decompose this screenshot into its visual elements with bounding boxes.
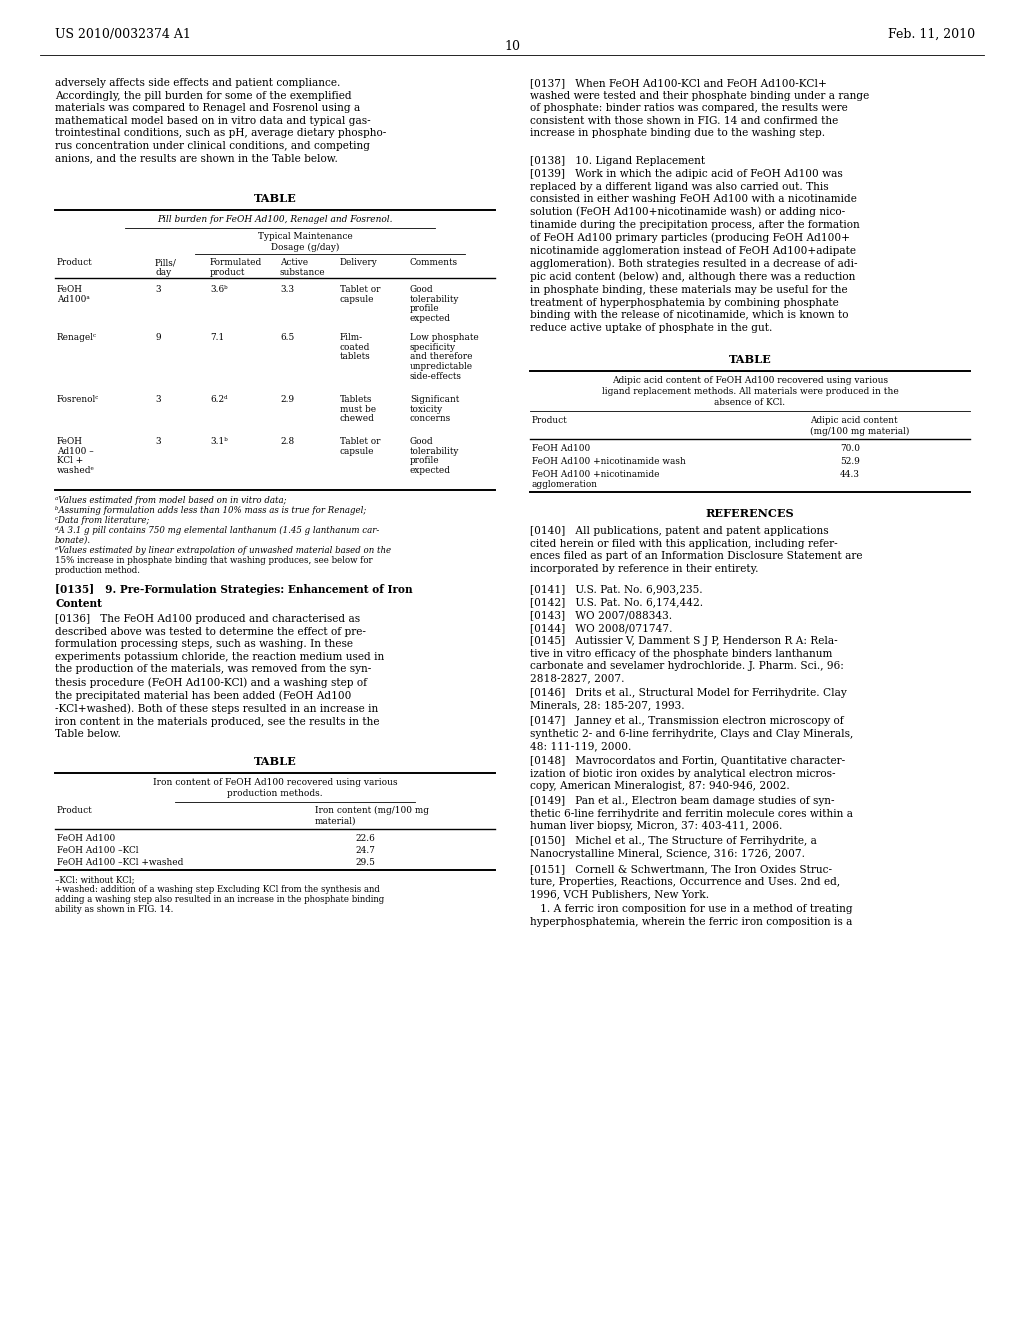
Text: TABLE: TABLE bbox=[254, 756, 296, 767]
Text: Tablet or
capsule: Tablet or capsule bbox=[340, 285, 381, 304]
Text: ᶜData from literature;: ᶜData from literature; bbox=[55, 516, 150, 525]
Text: adversely affects side effects and patient compliance.
Accordingly, the pill bur: adversely affects side effects and patie… bbox=[55, 78, 386, 164]
Text: 9: 9 bbox=[155, 333, 161, 342]
Text: Product: Product bbox=[57, 807, 92, 814]
Text: –KCl: without KCl;: –KCl: without KCl; bbox=[55, 875, 134, 884]
Text: Renagelᶜ: Renagelᶜ bbox=[57, 333, 97, 342]
Text: 3: 3 bbox=[155, 437, 161, 446]
Text: [0146]   Drits et al., Structural Model for Ferrihydrite. Clay
Minerals, 28: 185: [0146] Drits et al., Structural Model fo… bbox=[530, 688, 847, 710]
Text: 3: 3 bbox=[155, 285, 161, 294]
Text: [0149]   Pan et al., Electron beam damage studies of syn-
thetic 6-line ferrihyd: [0149] Pan et al., Electron beam damage … bbox=[530, 796, 853, 832]
Text: 3.6ᵇ: 3.6ᵇ bbox=[210, 285, 227, 294]
Text: 2.9: 2.9 bbox=[280, 395, 294, 404]
Text: [0150]   Michel et al., The Structure of Ferrihydrite, a
Nanocrystalline Mineral: [0150] Michel et al., The Structure of F… bbox=[530, 836, 817, 858]
Text: [0143]   WO 2007/088343.: [0143] WO 2007/088343. bbox=[530, 610, 672, 620]
Text: [0147]   Janney et al., Transmission electron microscopy of
synthetic 2- and 6-l: [0147] Janney et al., Transmission elect… bbox=[530, 715, 853, 751]
Text: ᵉValues estimated by linear extrapolation of unwashed material based on the: ᵉValues estimated by linear extrapolatio… bbox=[55, 546, 391, 554]
Text: FeOH Ad100: FeOH Ad100 bbox=[532, 444, 590, 453]
Text: 22.6: 22.6 bbox=[355, 834, 375, 843]
Text: ability as shown in FIG. 14.: ability as shown in FIG. 14. bbox=[55, 906, 173, 913]
Text: [0139]   Work in which the adipic acid of FeOH Ad100 was
replaced by a different: [0139] Work in which the adipic acid of … bbox=[530, 169, 860, 333]
Text: FeOH
Ad100 –
KCl +
washedᵉ: FeOH Ad100 – KCl + washedᵉ bbox=[57, 437, 95, 475]
Text: US 2010/0032374 A1: US 2010/0032374 A1 bbox=[55, 28, 190, 41]
Text: Dosage (g/day): Dosage (g/day) bbox=[270, 243, 339, 252]
Text: FeOH Ad100 –KCl +washed: FeOH Ad100 –KCl +washed bbox=[57, 858, 183, 867]
Text: 10: 10 bbox=[504, 40, 520, 53]
Text: 15% increase in phosphate binding that washing produces, see below for: 15% increase in phosphate binding that w… bbox=[55, 556, 373, 565]
Text: ligand replacement methods. All materials were produced in the: ligand replacement methods. All material… bbox=[602, 387, 898, 396]
Text: Delivery: Delivery bbox=[340, 257, 378, 267]
Text: [0140]   All publications, patent and patent applications
cited herein or filed : [0140] All publications, patent and pate… bbox=[530, 525, 862, 574]
Text: FeOH Ad100 –KCl: FeOH Ad100 –KCl bbox=[57, 846, 138, 855]
Text: 6.2ᵈ: 6.2ᵈ bbox=[210, 395, 227, 404]
Text: Feb. 11, 2010: Feb. 11, 2010 bbox=[888, 28, 975, 41]
Text: Good
tolerability
profile
expected: Good tolerability profile expected bbox=[410, 437, 460, 475]
Text: Iron content of FeOH Ad100 recovered using various: Iron content of FeOH Ad100 recovered usi… bbox=[153, 777, 397, 787]
Text: absence of KCl.: absence of KCl. bbox=[715, 399, 785, 407]
Text: Product: Product bbox=[532, 416, 567, 425]
Text: FeOH Ad100: FeOH Ad100 bbox=[57, 834, 116, 843]
Text: ᵇAssuming formulation adds less than 10% mass as is true for Renagel;: ᵇAssuming formulation adds less than 10%… bbox=[55, 506, 367, 515]
Text: 24.7: 24.7 bbox=[355, 846, 375, 855]
Text: [0138]   10. Ligand Replacement: [0138] 10. Ligand Replacement bbox=[530, 156, 706, 166]
Text: Comments: Comments bbox=[410, 257, 458, 267]
Text: [0135]   9. Pre-Formulation Strategies: Enhancement of Iron
Content: [0135] 9. Pre-Formulation Strategies: En… bbox=[55, 583, 413, 609]
Text: 1. A ferric iron composition for use in a method of treating
hyperphosphatemia, : 1. A ferric iron composition for use in … bbox=[530, 904, 853, 927]
Text: Low phosphate
specificity
and therefore
unpredictable
side-effects: Low phosphate specificity and therefore … bbox=[410, 333, 479, 380]
Text: Film-
coated
tablets: Film- coated tablets bbox=[340, 333, 371, 362]
Text: Fosrenolᶜ: Fosrenolᶜ bbox=[57, 395, 99, 404]
Text: Tablets
must be
chewed: Tablets must be chewed bbox=[340, 395, 376, 424]
Text: TABLE: TABLE bbox=[254, 193, 296, 205]
Text: [0151]   Cornell & Schwertmann, The Iron Oxides Struc-
ture, Properties, Reactio: [0151] Cornell & Schwertmann, The Iron O… bbox=[530, 865, 840, 899]
Text: Active
substance: Active substance bbox=[280, 257, 326, 277]
Text: Iron content (mg/100 mg: Iron content (mg/100 mg bbox=[315, 807, 429, 816]
Text: 52.9: 52.9 bbox=[840, 457, 860, 466]
Text: 6.5: 6.5 bbox=[280, 333, 294, 342]
Text: ᵈA 3.1 g pill contains 750 mg elemental lanthanum (1.45 g lanthanum car-: ᵈA 3.1 g pill contains 750 mg elemental … bbox=[55, 525, 379, 535]
Text: Adipic acid content of FeOH Ad100 recovered using various: Adipic acid content of FeOH Ad100 recove… bbox=[612, 376, 888, 385]
Text: material): material) bbox=[315, 817, 356, 826]
Text: production methods.: production methods. bbox=[227, 789, 323, 799]
Text: 3.1ᵇ: 3.1ᵇ bbox=[210, 437, 227, 446]
Text: Tablet or
capsule: Tablet or capsule bbox=[340, 437, 381, 455]
Text: Pills/
day: Pills/ day bbox=[155, 257, 177, 277]
Text: [0148]   Mavrocordatos and Fortin, Quantitative character-
ization of biotic iro: [0148] Mavrocordatos and Fortin, Quantit… bbox=[530, 756, 845, 791]
Text: [0145]   Autissier V, Damment S J P, Henderson R A: Rela-
tive in vitro efficacy: [0145] Autissier V, Damment S J P, Hende… bbox=[530, 636, 844, 684]
Text: ᵃValues estimated from model based on in vitro data;: ᵃValues estimated from model based on in… bbox=[55, 496, 287, 506]
Text: Good
tolerability
profile
expected: Good tolerability profile expected bbox=[410, 285, 460, 323]
Text: Product: Product bbox=[57, 257, 92, 267]
Text: 7.1: 7.1 bbox=[210, 333, 224, 342]
Text: Formulated
product: Formulated product bbox=[210, 257, 262, 277]
Text: FeOH Ad100 +nicotinamide wash: FeOH Ad100 +nicotinamide wash bbox=[532, 457, 686, 466]
Text: 3.3: 3.3 bbox=[280, 285, 294, 294]
Text: [0142]   U.S. Pat. No. 6,174,442.: [0142] U.S. Pat. No. 6,174,442. bbox=[530, 597, 703, 607]
Text: Adipic acid content: Adipic acid content bbox=[810, 416, 897, 425]
Text: [0136]   The FeOH Ad100 produced and characterised as
described above was tested: [0136] The FeOH Ad100 produced and chara… bbox=[55, 614, 384, 739]
Text: bonate).: bonate). bbox=[55, 536, 91, 545]
Text: production method.: production method. bbox=[55, 566, 140, 576]
Text: +washed: addition of a washing step Excluding KCl from the synthesis and: +washed: addition of a washing step Excl… bbox=[55, 884, 380, 894]
Text: Pill burden for FeOH Ad100, Renagel and Fosrenol.: Pill burden for FeOH Ad100, Renagel and … bbox=[158, 215, 393, 224]
Text: TABLE: TABLE bbox=[729, 354, 771, 366]
Text: FeOH Ad100 +nicotinamide
agglomeration: FeOH Ad100 +nicotinamide agglomeration bbox=[532, 470, 659, 488]
Text: 44.3: 44.3 bbox=[840, 470, 860, 479]
Text: Significant
toxicity
concerns: Significant toxicity concerns bbox=[410, 395, 459, 424]
Text: REFERENCES: REFERENCES bbox=[706, 508, 795, 519]
Text: 2.8: 2.8 bbox=[280, 437, 294, 446]
Text: 3: 3 bbox=[155, 395, 161, 404]
Text: [0144]   WO 2008/071747.: [0144] WO 2008/071747. bbox=[530, 623, 673, 634]
Text: FeOH
Ad100ᵃ: FeOH Ad100ᵃ bbox=[57, 285, 90, 304]
Text: Typical Maintenance: Typical Maintenance bbox=[258, 232, 352, 242]
Text: [0141]   U.S. Pat. No. 6,903,235.: [0141] U.S. Pat. No. 6,903,235. bbox=[530, 583, 702, 594]
Text: (mg/100 mg material): (mg/100 mg material) bbox=[810, 426, 909, 436]
Text: adding a washing step also resulted in an increase in the phosphate binding: adding a washing step also resulted in a… bbox=[55, 895, 384, 904]
Text: 70.0: 70.0 bbox=[840, 444, 860, 453]
Text: 29.5: 29.5 bbox=[355, 858, 375, 867]
Text: [0137]   When FeOH Ad100-KCl and FeOH Ad100-KCl+
washed were tested and their ph: [0137] When FeOH Ad100-KCl and FeOH Ad10… bbox=[530, 78, 869, 139]
